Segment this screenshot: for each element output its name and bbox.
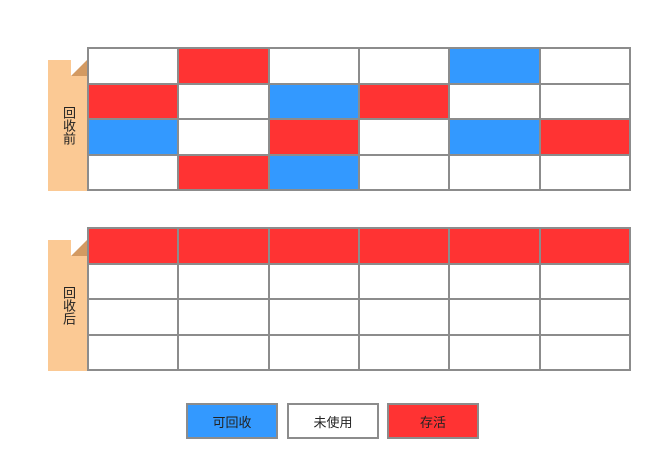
memory-cell-live [179,229,268,263]
memory-cell-reclaimable [450,49,539,83]
before-label: 回收前 [60,106,75,145]
memory-cell-reclaimable [269,155,358,189]
folded-corner-icon [71,240,87,256]
after-label: 回收后 [60,286,75,325]
memory-cell-empty [360,120,449,154]
memory-cell-empty [540,335,629,369]
memory-cell-live [179,49,268,83]
legend-live: 存活 [387,403,479,439]
memory-cell-empty [179,335,268,369]
memory-cell-empty [360,264,449,298]
memory-cell-empty [360,155,449,189]
memory-cell-empty [450,84,539,118]
memory-cell-live [360,84,449,118]
after-label-tab: 回收后 [48,240,87,371]
memory-cell-reclaimable [269,84,358,118]
folded-corner-icon [71,60,87,76]
memory-cell-empty [269,49,358,83]
memory-cell-empty [540,84,629,118]
legend-live-label: 存活 [419,415,446,431]
legend-reclaimable-label: 可回收 [212,415,252,431]
memory-cell-empty [450,300,539,334]
memory-cell-live [450,229,539,263]
memory-cell-live [540,120,629,154]
memory-cell-empty [179,120,268,154]
memory-cell-live [540,229,629,263]
memory-cell-empty [269,335,358,369]
memory-cell-empty [179,300,268,334]
memory-cell-live [89,84,178,118]
memory-cell-empty [89,155,178,189]
memory-cell-empty [360,335,449,369]
memory-cell-live [179,155,268,189]
legend-unused-label: 未使用 [313,415,353,431]
legend-reclaimable: 可回收 [186,403,278,439]
memory-cell-live [269,229,358,263]
memory-cell-empty [540,264,629,298]
memory-cell-empty [89,300,178,334]
memory-cell-empty [179,264,268,298]
memory-cell-empty [179,84,268,118]
memory-grid-before [87,47,631,191]
memory-cell-live [269,120,358,154]
memory-cell-empty [450,264,539,298]
before-label-tab: 回收前 [48,60,87,191]
memory-cell-reclaimable [89,120,178,154]
memory-cell-empty [450,155,539,189]
memory-cell-empty [540,49,629,83]
memory-cell-live [360,229,449,263]
memory-cell-live [89,229,178,263]
memory-cell-empty [89,49,178,83]
memory-cell-reclaimable [450,120,539,154]
memory-cell-empty [540,155,629,189]
memory-cell-empty [89,335,178,369]
memory-cell-empty [89,264,178,298]
legend-unused: 未使用 [287,403,379,439]
memory-cell-empty [360,300,449,334]
memory-cell-empty [450,335,539,369]
memory-cell-empty [269,264,358,298]
memory-cell-empty [360,49,449,83]
memory-cell-empty [269,300,358,334]
memory-grid-after [87,227,631,371]
memory-cell-empty [540,300,629,334]
